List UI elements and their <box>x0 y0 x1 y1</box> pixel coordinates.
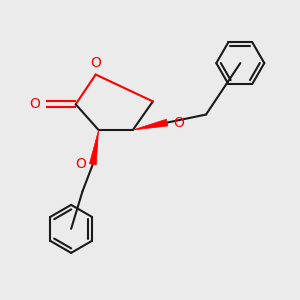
Polygon shape <box>89 130 99 165</box>
Text: O: O <box>90 56 101 70</box>
Text: O: O <box>29 97 40 111</box>
Text: O: O <box>173 116 184 130</box>
Polygon shape <box>133 119 168 130</box>
Text: O: O <box>75 157 86 171</box>
